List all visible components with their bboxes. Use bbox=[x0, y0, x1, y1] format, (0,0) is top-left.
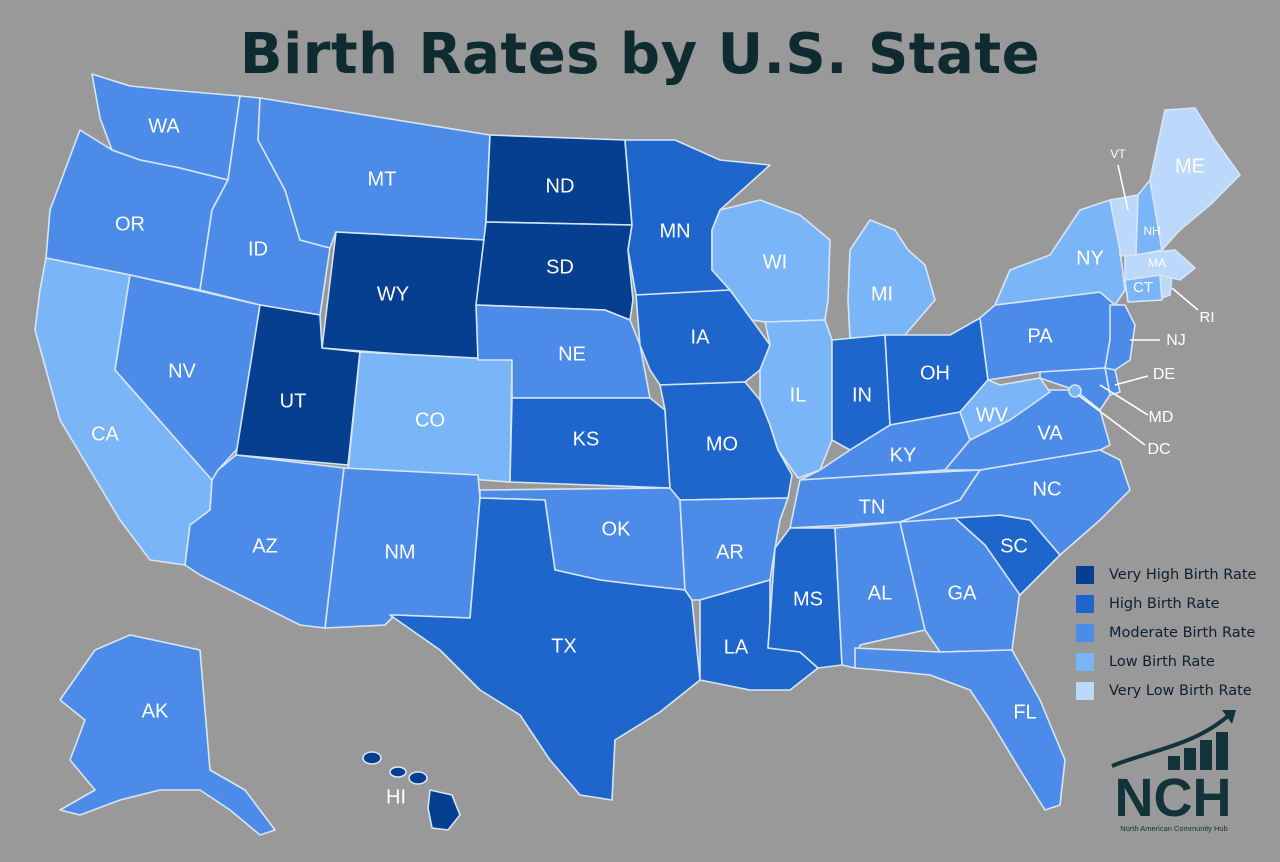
label-OK: OK bbox=[602, 518, 632, 540]
logo-acronym: NCH bbox=[1115, 768, 1232, 828]
label-NH: NH bbox=[1143, 224, 1160, 238]
legend-item: Low Birth Rate bbox=[1076, 647, 1256, 676]
state-TX bbox=[389, 497, 701, 801]
label-DE: DE bbox=[1153, 366, 1175, 383]
label-CO: CO bbox=[415, 409, 445, 431]
legend-swatch bbox=[1076, 652, 1094, 671]
leader-ri bbox=[1171, 287, 1199, 311]
label-UT: UT bbox=[280, 390, 307, 412]
legend-label: Low Birth Rate bbox=[1109, 653, 1215, 670]
logo-trend-arrow bbox=[1111, 714, 1230, 768]
label-NE: NE bbox=[558, 343, 586, 365]
label-NY: NY bbox=[1076, 247, 1104, 269]
state-FL bbox=[854, 647, 1066, 811]
state-MA bbox=[1124, 249, 1196, 281]
label-NJ: NJ bbox=[1166, 332, 1186, 349]
label-MS: MS bbox=[793, 588, 823, 610]
label-OR: OR bbox=[115, 213, 145, 235]
label-SC: SC bbox=[1000, 535, 1028, 557]
legend-item: High Birth Rate bbox=[1076, 589, 1256, 618]
state-WV bbox=[959, 377, 1051, 441]
label-ID: ID bbox=[248, 238, 268, 260]
leader-md bbox=[1099, 384, 1149, 416]
label-TX: TX bbox=[551, 635, 577, 657]
label-MO: MO bbox=[706, 433, 738, 455]
logo-bar-1 bbox=[1168, 756, 1180, 770]
label-NM: NM bbox=[384, 541, 415, 563]
label-ND: ND bbox=[546, 175, 575, 197]
label-PA: PA bbox=[1027, 325, 1053, 347]
label-HI: HI bbox=[386, 786, 406, 808]
label-WI: WI bbox=[763, 251, 787, 273]
label-IA: IA bbox=[691, 326, 711, 348]
legend-swatch bbox=[1076, 594, 1094, 613]
label-WA: WA bbox=[148, 115, 180, 137]
label-AL: AL bbox=[868, 582, 892, 604]
nch-logo: NCH bbox=[1111, 710, 1236, 828]
legend-swatch bbox=[1076, 623, 1094, 642]
legend-label: Very Low Birth Rate bbox=[1109, 682, 1252, 699]
label-CA: CA bbox=[91, 423, 119, 445]
label-MT: MT bbox=[368, 168, 397, 190]
label-VT: VT bbox=[1110, 147, 1126, 161]
label-LA: LA bbox=[724, 636, 749, 658]
label-MN: MN bbox=[659, 220, 690, 242]
state-DC bbox=[1068, 384, 1082, 398]
state-AK bbox=[59, 634, 276, 836]
label-NV: NV bbox=[168, 360, 196, 382]
legend-label: Very High Birth Rate bbox=[1109, 566, 1257, 583]
legend-swatch bbox=[1076, 681, 1094, 700]
state-MI bbox=[847, 219, 936, 339]
label-MA: MA bbox=[1148, 256, 1166, 270]
label-DC: DC bbox=[1147, 441, 1170, 458]
state-VT bbox=[1109, 194, 1139, 257]
label-NC: NC bbox=[1033, 478, 1062, 500]
state-HI bbox=[362, 751, 461, 831]
legend-label: Moderate Birth Rate bbox=[1109, 624, 1256, 641]
state-IL bbox=[759, 319, 833, 479]
state-ME bbox=[1149, 107, 1241, 251]
leader-vt bbox=[1117, 164, 1129, 211]
leader-de bbox=[1114, 375, 1149, 386]
legend-label: High Birth Rate bbox=[1109, 595, 1220, 612]
state-NJ bbox=[1104, 304, 1136, 371]
arrow-head-icon bbox=[1222, 710, 1236, 724]
logo-bar-2 bbox=[1184, 748, 1196, 770]
label-FL: FL bbox=[1013, 701, 1036, 723]
leader-dc bbox=[1077, 394, 1146, 446]
map-title: Birth Rates by U.S. State bbox=[239, 22, 1041, 87]
label-IN: IN bbox=[852, 384, 872, 406]
label-WY: WY bbox=[377, 283, 409, 305]
label-WV: WV bbox=[976, 404, 1009, 426]
state-WI bbox=[711, 199, 831, 323]
state-MO bbox=[659, 381, 793, 501]
label-SD: SD bbox=[546, 256, 574, 278]
legend: Very High Birth Rate High Birth Rate Mod… bbox=[1076, 560, 1256, 705]
label-IL: IL bbox=[790, 384, 807, 406]
legend-item: Very High Birth Rate bbox=[1076, 560, 1256, 589]
state-NY bbox=[994, 199, 1126, 306]
label-AK: AK bbox=[142, 700, 169, 722]
label-GA: GA bbox=[948, 582, 978, 604]
label-KS: KS bbox=[573, 428, 600, 450]
label-MI: MI bbox=[871, 283, 893, 305]
legend-swatch bbox=[1076, 565, 1094, 584]
logo-name: North American Community Hub bbox=[1120, 824, 1228, 833]
legend-item: Moderate Birth Rate bbox=[1076, 618, 1256, 647]
label-CT: CT bbox=[1133, 279, 1153, 296]
label-RI: RI bbox=[1200, 309, 1215, 326]
label-AZ: AZ bbox=[252, 535, 278, 557]
label-OH: OH bbox=[920, 362, 950, 384]
label-AR: AR bbox=[716, 541, 744, 563]
label-KY: KY bbox=[890, 444, 917, 466]
logo-bar-4 bbox=[1216, 732, 1228, 770]
logo-bar-3 bbox=[1200, 740, 1212, 770]
label-MD: MD bbox=[1149, 409, 1174, 426]
legend-item: Very Low Birth Rate bbox=[1076, 676, 1256, 705]
state-RI bbox=[1159, 274, 1173, 299]
label-ME: ME bbox=[1175, 155, 1205, 177]
label-TN: TN bbox=[859, 496, 886, 518]
label-VA: VA bbox=[1037, 422, 1063, 444]
